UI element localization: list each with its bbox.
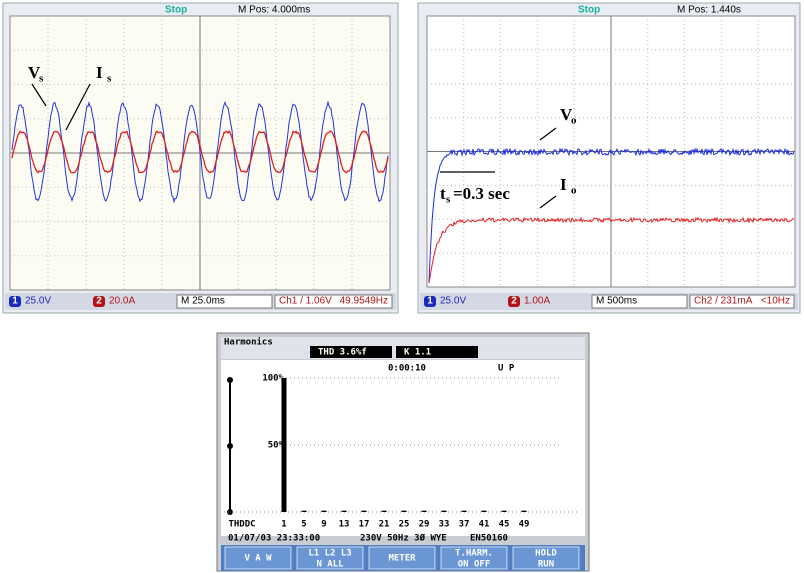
x-tick-label: 1	[281, 520, 286, 530]
channel: 2	[96, 296, 102, 307]
status-text: 230V 50Hz 3Ø WYE	[360, 533, 447, 544]
ch1-scale: 25.0V	[25, 296, 51, 307]
timebase: M 500ms	[596, 296, 637, 307]
button-label: L1 L2 L3	[308, 549, 351, 559]
x-tick-label: 5	[301, 520, 306, 530]
button-label: V A W	[244, 554, 272, 564]
ch2-scale: 1.00A	[524, 296, 550, 307]
wave-label: I	[560, 175, 567, 194]
button-label: T.HARM.	[455, 549, 493, 559]
k-factor: K 1.1	[404, 348, 431, 358]
trigger: Ch1 / 1.06V	[279, 296, 332, 307]
button-label: ON OFF	[458, 560, 491, 570]
status: Stop	[165, 5, 187, 16]
x-tick-label: 29	[419, 520, 430, 530]
x-tick-label: 13	[339, 520, 350, 530]
wave-label: I	[96, 63, 103, 82]
bar	[522, 511, 527, 512]
x-tick-label: 9	[321, 520, 326, 530]
x-tick-label: 33	[439, 520, 450, 530]
bar	[302, 511, 307, 512]
y-tick-label: 100%	[262, 374, 284, 384]
bar	[342, 511, 347, 512]
x-tick-label: 49	[519, 520, 530, 530]
bar	[402, 511, 407, 512]
status-text: EN50160	[470, 534, 508, 544]
wave-label-sub: o	[571, 185, 577, 197]
bar	[362, 511, 367, 512]
x-tick-label: 41	[479, 520, 490, 530]
indicators: U P	[498, 364, 515, 374]
cursor-dot	[227, 377, 233, 383]
channel: 1	[427, 296, 433, 307]
position: M Pos: 4.000ms	[238, 5, 310, 16]
x-tick-label: 21	[379, 520, 390, 530]
bar	[502, 511, 507, 512]
meter-title: Harmonics	[224, 337, 273, 348]
bar	[462, 511, 467, 512]
x-tick-label: 25	[399, 520, 410, 530]
button-label: N ALL	[316, 560, 344, 570]
frequency: 49.9549Hz	[340, 296, 388, 307]
timer: 0:00:10	[388, 364, 426, 374]
settling-label: =0.3 sec	[453, 184, 510, 203]
x-tick-label: 37	[459, 520, 470, 530]
status: Stop	[578, 5, 600, 16]
wave-label-sub: s	[39, 73, 44, 85]
button-label: HOLD	[535, 549, 557, 559]
frequency: <10Hz	[761, 296, 790, 307]
button-label: METER	[388, 554, 416, 564]
x-tick-label: 45	[499, 520, 510, 530]
x-tick-label: 17	[359, 520, 370, 530]
bar	[482, 511, 487, 512]
thd: THD 3.6%f	[318, 348, 367, 358]
channel: 2	[511, 296, 517, 307]
wave-label-sub: s	[107, 73, 112, 85]
bar	[382, 511, 387, 512]
ch1-scale: 25.0V	[440, 296, 466, 307]
timebase: M 25.0ms	[181, 296, 225, 307]
figure: Stop M Pos: 4.000ms Stop M Pos: 1.440s H…	[0, 0, 804, 573]
cursor-dot	[227, 443, 233, 449]
bar	[282, 378, 287, 512]
ch2-scale: 20.0A	[109, 296, 135, 307]
settling-label-sub: s	[446, 194, 451, 206]
bar	[422, 511, 427, 512]
button-label: RUN	[538, 560, 554, 570]
channel: 1	[12, 296, 18, 307]
status-text: 01/07/03 23:33:00	[228, 534, 320, 544]
bar	[442, 511, 447, 512]
bar	[322, 511, 327, 512]
x-tick-label: THDDC	[228, 520, 255, 530]
position: M Pos: 1.440s	[677, 5, 741, 16]
wave-label-sub: o	[571, 115, 577, 127]
trigger: Ch2 / 231mA	[694, 296, 753, 307]
